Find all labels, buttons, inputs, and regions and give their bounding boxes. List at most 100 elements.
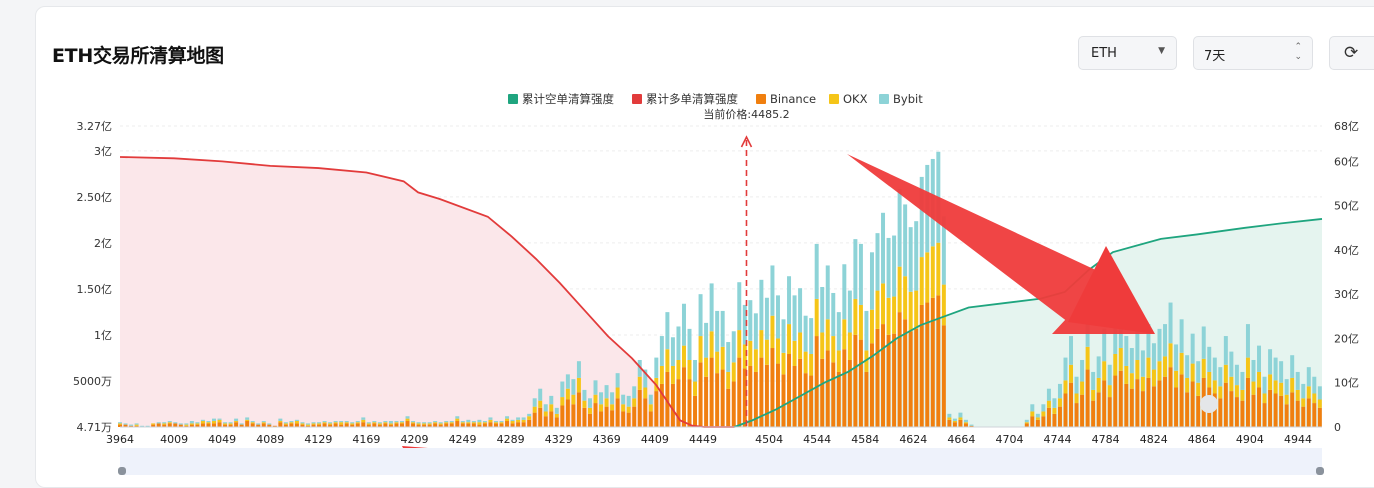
bar-binance [239,424,244,427]
bar-bybit [1257,345,1262,372]
legend-label: Binance [770,92,816,106]
bar-okx [825,319,830,351]
bar-binance [267,424,272,427]
bar-binance [134,425,139,427]
bar-bybit [1174,344,1179,371]
bar-binance [571,404,576,427]
bar-binance [333,423,338,427]
left-tick-label: 2.50亿 [77,191,113,204]
bar-bybit [1163,324,1168,357]
bar-okx [184,424,189,426]
left-tick-label: 3亿 [94,145,112,158]
bar-bybit [582,389,587,401]
bar-bybit [521,417,526,420]
bar-okx [632,398,637,407]
bar-bybit [1295,371,1300,390]
bar-okx [460,422,465,424]
bar-okx [543,411,548,417]
bar-binance [726,388,731,427]
legend-swatch [508,94,518,104]
bar-bybit [162,422,167,424]
bar-bybit [189,421,194,424]
bar-binance [444,423,449,427]
bar-okx [936,242,941,296]
bar-bybit [306,423,310,425]
legend-swatch [632,94,642,104]
bar-bybit [670,337,675,366]
bar-bybit [593,380,598,395]
bar-binance [604,406,609,427]
bar-bybit [615,373,620,388]
bar-bybit [510,419,515,422]
bar-bybit [195,422,200,424]
bar-bybit [173,422,178,424]
bar-binance [212,423,216,427]
bar-bybit [681,303,686,346]
period-select[interactable]: 7天 ⌃ ⌄ [1193,36,1313,70]
bar-okx [886,297,891,335]
x-tick-label: 4504 [755,433,783,446]
bar-binance [621,411,626,427]
bar-bybit [1317,386,1322,400]
watermark-logo [1200,395,1218,413]
bar-bybit [1107,364,1112,386]
legend-label: 累计空单清算强度 [522,92,614,106]
bar-binance [123,424,128,427]
bar-okx [245,419,250,422]
bar-bybit [748,300,753,341]
right-tick-label: 68亿 [1334,120,1359,133]
bar-binance [1091,400,1096,427]
bar-okx [1057,398,1062,407]
refresh-button[interactable]: ⟳ [1329,36,1374,70]
bar-binance [858,339,863,427]
bar-bybit [787,276,792,325]
bar-okx [587,407,592,414]
bar-bybit [1251,359,1256,382]
bar-bybit [118,422,122,424]
x-tick-label: 4624 [899,433,927,446]
bar-okx [521,419,526,423]
bar-okx [1102,361,1107,381]
x-tick-label: 3964 [106,433,134,446]
bar-bybit [289,421,294,423]
bar-okx [599,404,604,412]
bar-binance [836,371,841,427]
bar-okx [665,349,670,372]
bar-binance [328,424,333,427]
bar-binance [1245,377,1250,427]
bar-bybit [339,421,344,423]
long-area-fill [120,156,735,427]
bar-binance [1306,398,1311,427]
bar-binance [798,358,803,427]
bar-bybit [919,176,924,258]
bar-okx [610,404,615,411]
bar-okx [1179,352,1184,375]
bar-okx [223,423,228,425]
bar-okx [1273,380,1278,394]
bar-binance [505,421,510,427]
bar-okx [206,422,211,424]
bar-okx [571,394,576,405]
bar-binance [471,423,476,427]
bar-bybit [1290,355,1295,378]
bar-bybit [969,424,974,426]
x-tick-label: 4704 [995,433,1023,446]
bar-binance [1196,395,1201,427]
bar-bybit [737,282,742,331]
bar-binance [1069,382,1074,427]
bar-binance [488,422,493,427]
bar-bybit [554,407,559,414]
bar-bybit [1190,333,1195,364]
range-slider-handle-right [1316,467,1324,475]
bar-bybit [831,292,836,337]
bar-binance [626,412,631,427]
bar-binance [1074,403,1079,427]
bar-okx [516,419,521,423]
bar-bybit [781,319,786,353]
bar-okx [565,388,570,400]
bar-bybit [322,421,327,423]
bar-okx [289,422,294,424]
bar-binance [715,373,720,427]
bar-okx [361,419,366,423]
symbol-select[interactable]: ETH ▼ [1078,36,1177,70]
